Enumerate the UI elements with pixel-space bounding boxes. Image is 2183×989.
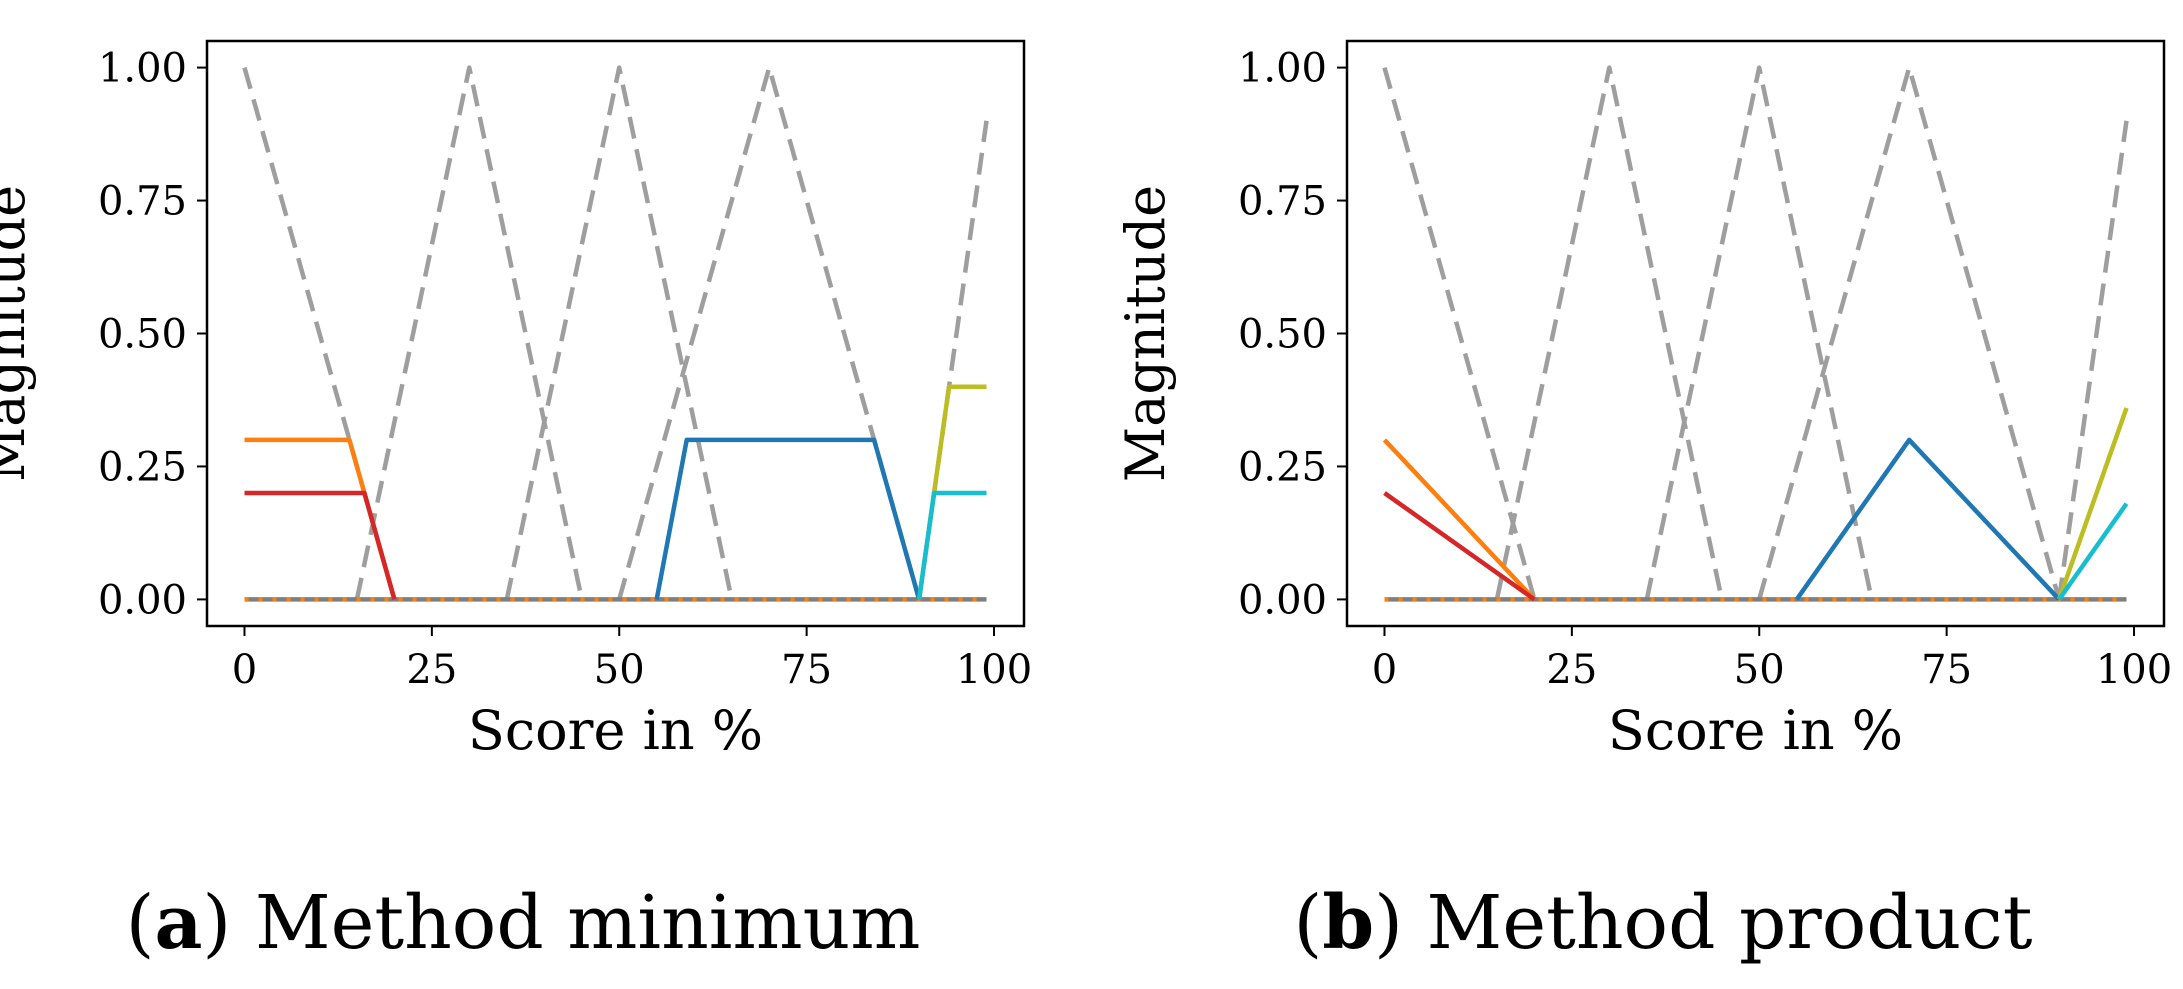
y-tick-label: 0.00 — [1238, 577, 1327, 623]
y-tick-label: 0.75 — [1238, 179, 1327, 225]
x-tick-label: 25 — [406, 647, 457, 693]
x-tick-label: 100 — [2096, 647, 2172, 693]
x-tick-label: 75 — [1921, 647, 1972, 693]
series-output-orange — [1382, 438, 1537, 601]
series-membership-4 — [617, 65, 922, 601]
x-tick-label: 50 — [1734, 647, 1785, 693]
series-output-olive — [2056, 407, 2129, 601]
caption-a-text: Method minimum — [254, 880, 921, 966]
chart-panel-b: 0 25 50 75 100 0.00 0.25 0.50 0.75 1.00 Score in %… — [1114, 39, 2172, 762]
series-membership-5 — [2056, 120, 2129, 600]
y-axis-label: Magnitude — [0, 185, 37, 482]
y-tick-label: 0.00 — [98, 577, 187, 623]
series-output-cyan — [2057, 502, 2129, 601]
x-tick-label: 0 — [232, 647, 257, 693]
series-membership-1 — [1382, 66, 1537, 601]
series-membership-3 — [1644, 65, 1874, 600]
series-membership-2 — [1494, 65, 1725, 600]
y-tick-label: 0.75 — [98, 179, 187, 225]
series-output-cyan — [916, 490, 987, 600]
caption-b-letter: b — [1322, 880, 1375, 966]
x-tick-label: 75 — [781, 647, 832, 693]
plot-area — [242, 65, 989, 602]
x-axis-label: Score in % — [468, 699, 763, 762]
y-tick-label: 1.00 — [1238, 46, 1327, 92]
series-membership-4 — [1757, 65, 2062, 601]
x-axis-label: Score in % — [1608, 699, 1903, 762]
chart-panel-a: 0 25 50 75 100 0.00 0.25 0.50 0.75 1.00 Score in %… — [0, 39, 1032, 762]
series-output-blue — [1794, 437, 2061, 601]
x-tick-label: 0 — [1372, 647, 1397, 693]
series-membership-2 — [354, 65, 585, 600]
y-tick-label: 1.00 — [98, 46, 187, 92]
series-output-blue — [654, 437, 922, 601]
plot-area — [1382, 65, 2129, 602]
caption-a-letter: a — [154, 880, 203, 966]
series-output-red — [244, 490, 397, 601]
y-tick-label: 0.50 — [1238, 312, 1327, 358]
caption-a: (a) Method minimum — [125, 880, 921, 966]
caption-b-text: Method product — [1426, 880, 2033, 966]
x-tick-label: 100 — [956, 647, 1032, 693]
x-tick-label: 25 — [1546, 647, 1597, 693]
y-tick-label: 0.25 — [1238, 444, 1327, 490]
y-tick-label: 0.25 — [98, 444, 187, 490]
y-axis-label: Magnitude — [1114, 185, 1177, 482]
caption-b: (b) Method product — [1293, 880, 2033, 966]
series-membership-1 — [242, 66, 397, 601]
y-tick-label: 0.50 — [98, 312, 187, 358]
series-output-red — [1383, 491, 1536, 602]
x-tick-label: 50 — [594, 647, 645, 693]
series-membership-3 — [504, 65, 734, 600]
